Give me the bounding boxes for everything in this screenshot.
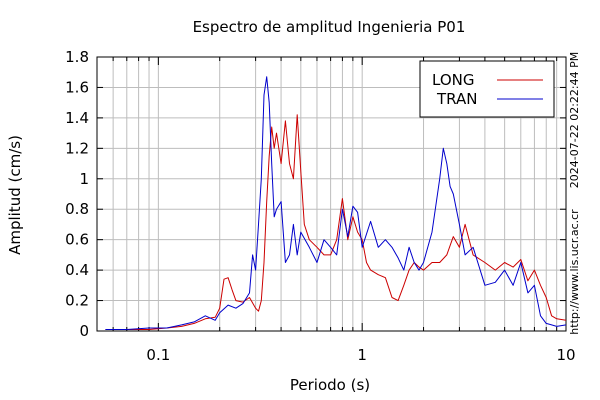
legend-label-long: LONG: [432, 71, 474, 89]
x-tick-label: 1: [357, 346, 367, 364]
chart-title: Espectro de amplitud Ingenieria P01: [193, 18, 466, 36]
legend: LONG TRAN: [419, 60, 555, 118]
source-url-annotation: http://www.lis.ucr.ac.cr: [568, 209, 581, 335]
timestamp-annotation: 2024-07-22 02:22:44 PM: [568, 52, 581, 188]
y-axis-label: Amplitud (cm/s): [6, 135, 24, 255]
y-tick-label: 1.4: [65, 109, 89, 127]
x-tick-label: 10: [556, 346, 575, 364]
y-tick-label: 0.6: [65, 231, 89, 249]
legend-box: [419, 60, 555, 118]
y-tick-label: 0.4: [65, 261, 89, 279]
y-axis-tick-labels: 0 0.2 0.4 0.6 0.8 1 1.2 1.4 1.6 1.8: [65, 48, 89, 340]
y-tick-label: 1.8: [65, 48, 89, 66]
y-tick-label: 1.6: [65, 78, 89, 96]
y-tick-label: 1.2: [65, 139, 89, 157]
x-axis-tick-labels: 0.1 1 10: [146, 346, 575, 364]
series-lines: [105, 76, 567, 330]
x-axis-label: Periodo (s): [290, 376, 370, 394]
plot-frame: [96, 56, 567, 332]
grid-lines: [97, 57, 566, 331]
y-tick-label: 1: [79, 170, 89, 188]
x-tick-label: 0.1: [146, 346, 170, 364]
legend-label-tran: TRAN: [436, 90, 477, 108]
series-line-long: [105, 114, 567, 330]
y-tick-label: 0.8: [65, 200, 89, 218]
series-line-tran: [105, 76, 567, 330]
y-tick-label: 0: [79, 322, 89, 340]
y-tick-label: 0.2: [65, 292, 89, 310]
